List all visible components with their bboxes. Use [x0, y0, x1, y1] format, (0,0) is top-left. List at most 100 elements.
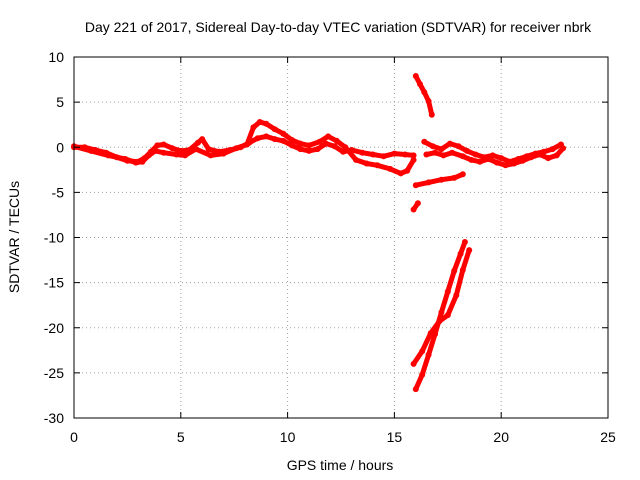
data-point — [451, 174, 458, 181]
data-point — [297, 140, 304, 147]
data-point — [459, 153, 466, 160]
data-point — [453, 292, 460, 299]
data-point — [370, 151, 376, 158]
data-point — [88, 147, 95, 154]
data-point — [438, 146, 445, 153]
data-point — [363, 160, 370, 167]
data-point — [440, 152, 447, 159]
chart-title: Day 221 of 2017, Sidereal Day-to-day VTE… — [85, 19, 592, 35]
data-point — [397, 170, 404, 177]
data-point — [451, 267, 458, 274]
y-tick-label: -10 — [44, 230, 64, 246]
y-tick-label: 0 — [56, 139, 64, 155]
data-point — [333, 137, 340, 144]
data-point — [419, 371, 426, 378]
data-point — [194, 139, 201, 146]
data-point — [199, 136, 206, 143]
data-point — [438, 176, 445, 183]
data-point — [536, 151, 543, 158]
data-point — [414, 200, 421, 207]
data-point — [306, 142, 312, 149]
ticks: 0 5 10 15 20 25 10 5 0 -5 -10 -15 -20 -25 -30 — [44, 49, 616, 445]
data-point — [436, 318, 443, 325]
data-point — [412, 182, 419, 189]
data-point — [280, 137, 287, 144]
data-point — [145, 152, 152, 159]
data-series — [71, 119, 417, 177]
data-point — [489, 152, 496, 159]
data-point — [169, 145, 176, 152]
data-point — [519, 157, 526, 164]
data-point — [263, 133, 270, 140]
data-point — [459, 267, 466, 273]
data-point — [404, 167, 411, 174]
data-point — [464, 147, 470, 154]
y-tick-label: -5 — [52, 184, 65, 200]
data-point — [342, 144, 349, 151]
y-tick-label: -20 — [44, 320, 64, 336]
data-point — [425, 179, 432, 186]
data-point — [476, 158, 483, 165]
data-point — [250, 124, 257, 131]
data-layer — [71, 73, 567, 393]
data-series — [423, 145, 567, 169]
data-point — [493, 159, 500, 166]
data-point — [511, 160, 517, 167]
data-point — [438, 309, 445, 316]
data-point — [297, 146, 304, 153]
data-point — [160, 149, 167, 156]
data-point — [205, 146, 212, 153]
data-point — [160, 141, 167, 148]
data-point — [410, 206, 417, 213]
data-point — [331, 143, 338, 150]
data-point — [553, 152, 560, 159]
data-point — [545, 155, 552, 162]
data-point — [549, 146, 556, 153]
data-point — [154, 142, 161, 149]
x-tick-label: 5 — [177, 429, 185, 445]
data-series — [412, 239, 468, 393]
data-point — [421, 138, 428, 145]
data-point — [423, 151, 430, 158]
y-tick-label: -15 — [44, 275, 64, 291]
x-tick-label: 15 — [387, 429, 403, 445]
data-point — [288, 137, 295, 143]
y-tick-label: -30 — [44, 410, 64, 426]
data-series — [412, 73, 435, 118]
data-point — [432, 149, 438, 156]
data-point — [444, 312, 451, 319]
y-tick-label: 5 — [56, 94, 64, 110]
data-point — [374, 162, 381, 169]
data-series — [410, 247, 473, 367]
data-point — [457, 250, 464, 257]
data-point — [425, 98, 432, 105]
data-point — [353, 156, 359, 163]
series-line — [413, 239, 468, 392]
data-point — [387, 165, 394, 172]
data-point — [461, 239, 468, 245]
data-point — [472, 151, 479, 158]
data-point — [429, 143, 436, 150]
data-point — [410, 152, 417, 159]
data-point — [421, 89, 428, 96]
data-point — [402, 151, 409, 158]
y-axis-label: SDTVAR / TECUs — [6, 181, 22, 293]
data-point — [417, 81, 423, 88]
data-point — [139, 158, 146, 165]
data-point — [316, 138, 323, 145]
data-point — [192, 146, 199, 153]
data-point — [207, 152, 214, 159]
data-point — [485, 156, 492, 162]
grid — [74, 57, 608, 418]
data-point — [271, 126, 278, 133]
data-point — [428, 111, 435, 118]
x-tick-label: 10 — [280, 429, 296, 445]
data-point — [132, 159, 139, 166]
data-point — [410, 360, 417, 367]
data-point — [444, 288, 451, 295]
y-tick-label: 10 — [48, 49, 64, 65]
data-point — [359, 149, 366, 156]
data-point — [325, 133, 332, 140]
data-point — [256, 119, 263, 125]
